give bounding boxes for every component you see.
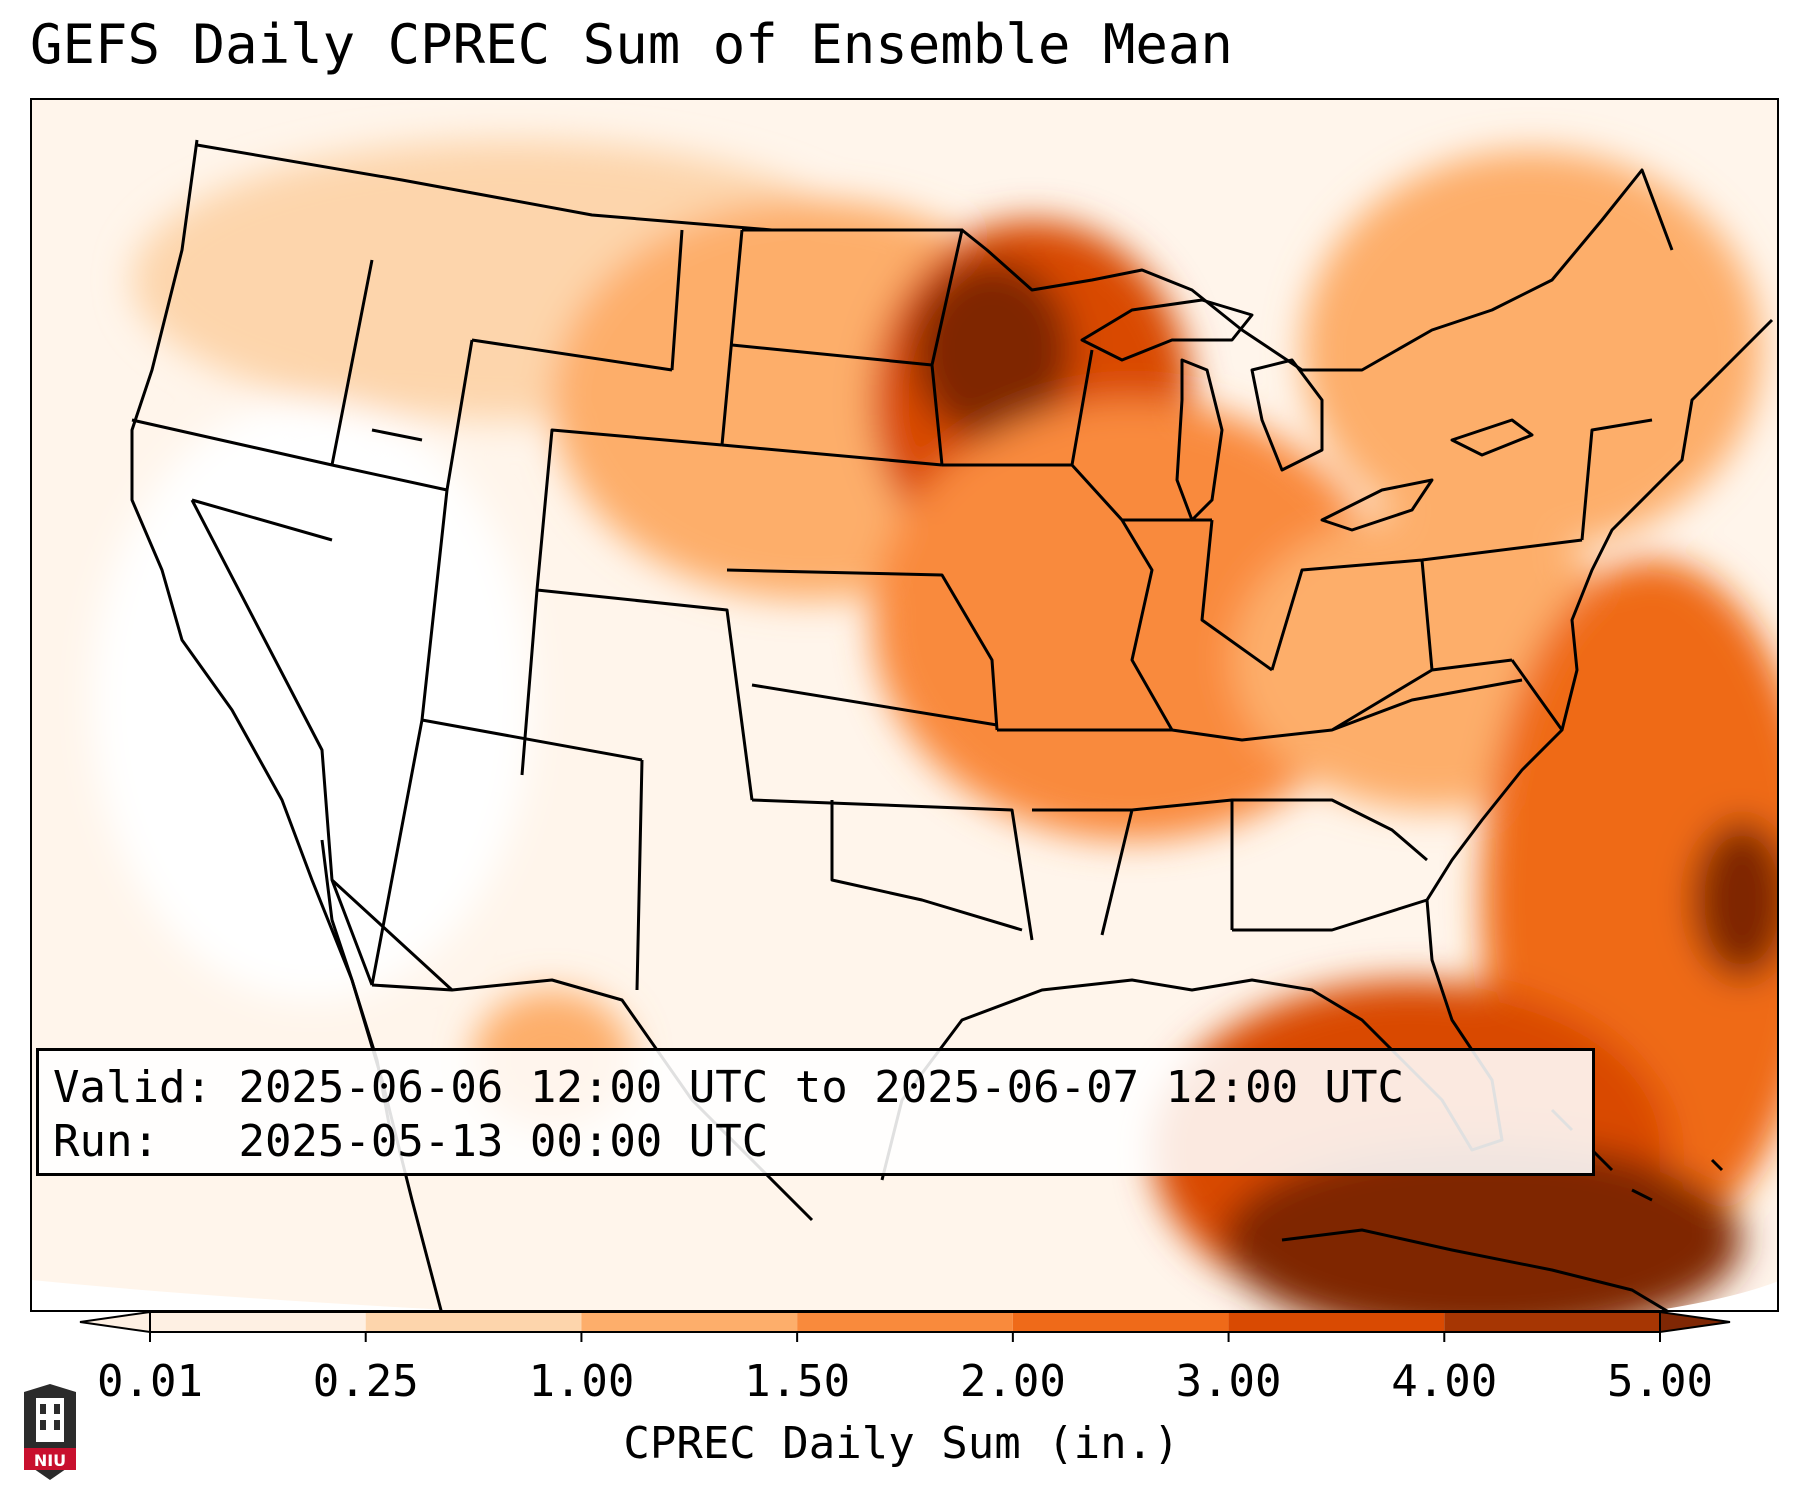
precip-blob-northeast [1302,150,1762,550]
cuba-coastline [1281,1228,1669,1310]
lake-erie [1320,478,1434,532]
colorbar-outline [149,1311,1661,1333]
lake-ontario [1450,418,1534,457]
valid-row: Valid: 2025-06-06 12:00 UTC to 2025-06-0… [53,1061,1578,1115]
colorbar-label: CPREC Daily Sum (in.) [623,1418,1180,1469]
colorbar-segment [365,1312,582,1332]
logo-text: NIU [34,1451,66,1470]
valid-value: 2025-06-06 12:00 UTC to 2025-06-07 12:00… [238,1062,1405,1113]
state-lines-east [942,349,1653,936]
precip-blob-caribbean [1222,1140,1742,1310]
colorbar-segment [1444,1312,1660,1332]
run-value: 2025-05-13 00:00 UTC [238,1116,769,1167]
colorbar-segment [150,1312,366,1332]
run-label: Run: [53,1116,159,1167]
colorbar-extend-low [79,1310,151,1334]
lake-michigan [1175,358,1224,522]
state-lines-central [721,228,1034,941]
projection-edge-right [1658,1281,1777,1310]
atlantic-coastline [1425,318,1774,901]
lake-superior [1080,298,1254,362]
colorbar-tick-label: 1.00 [528,1356,635,1407]
lake-huron [1250,358,1324,472]
valid-run-info-box: Valid: 2025-06-06 12:00 UTC to 2025-06-0… [36,1048,1595,1176]
state-lines-west [131,229,754,992]
colorbar-tick-label: 4.00 [1391,1356,1498,1407]
colorbar-tick-label: 3.00 [1175,1356,1282,1407]
precip-blob-minnesota [912,260,1072,440]
colorbar-segment [1012,1312,1229,1332]
colorbar-ticks [149,1332,1661,1342]
colorbar-extend-high [1659,1310,1731,1334]
colorbar-segments [79,1310,1731,1334]
map-title: GEFS Daily CPREC Sum of Ensemble Mean [30,13,1233,76]
colorbar [79,1310,1731,1342]
colorbar-tick-label: 0.01 [97,1356,203,1407]
precip-blob-offshore [1692,820,1777,980]
run-row: Run: 2025-05-13 00:00 UTC [53,1115,1578,1169]
colorbar-segment [581,1312,798,1332]
valid-label: Valid: [53,1062,212,1113]
projection-edge-left [32,1280,451,1310]
niu-university-tower-logo: NIU [24,1384,76,1480]
colorbar-segment [1228,1312,1445,1332]
colorbar-tick-label: 2.00 [959,1356,1066,1407]
precip-blob-southwest [92,400,532,1000]
logo-band [24,1448,76,1470]
colorbar-tick-label: 1.50 [744,1356,851,1407]
colorbar-segment [797,1312,1013,1332]
colorbar-tick-label: 5.00 [1607,1356,1713,1407]
colorbar-tick-label: 0.25 [312,1356,419,1407]
